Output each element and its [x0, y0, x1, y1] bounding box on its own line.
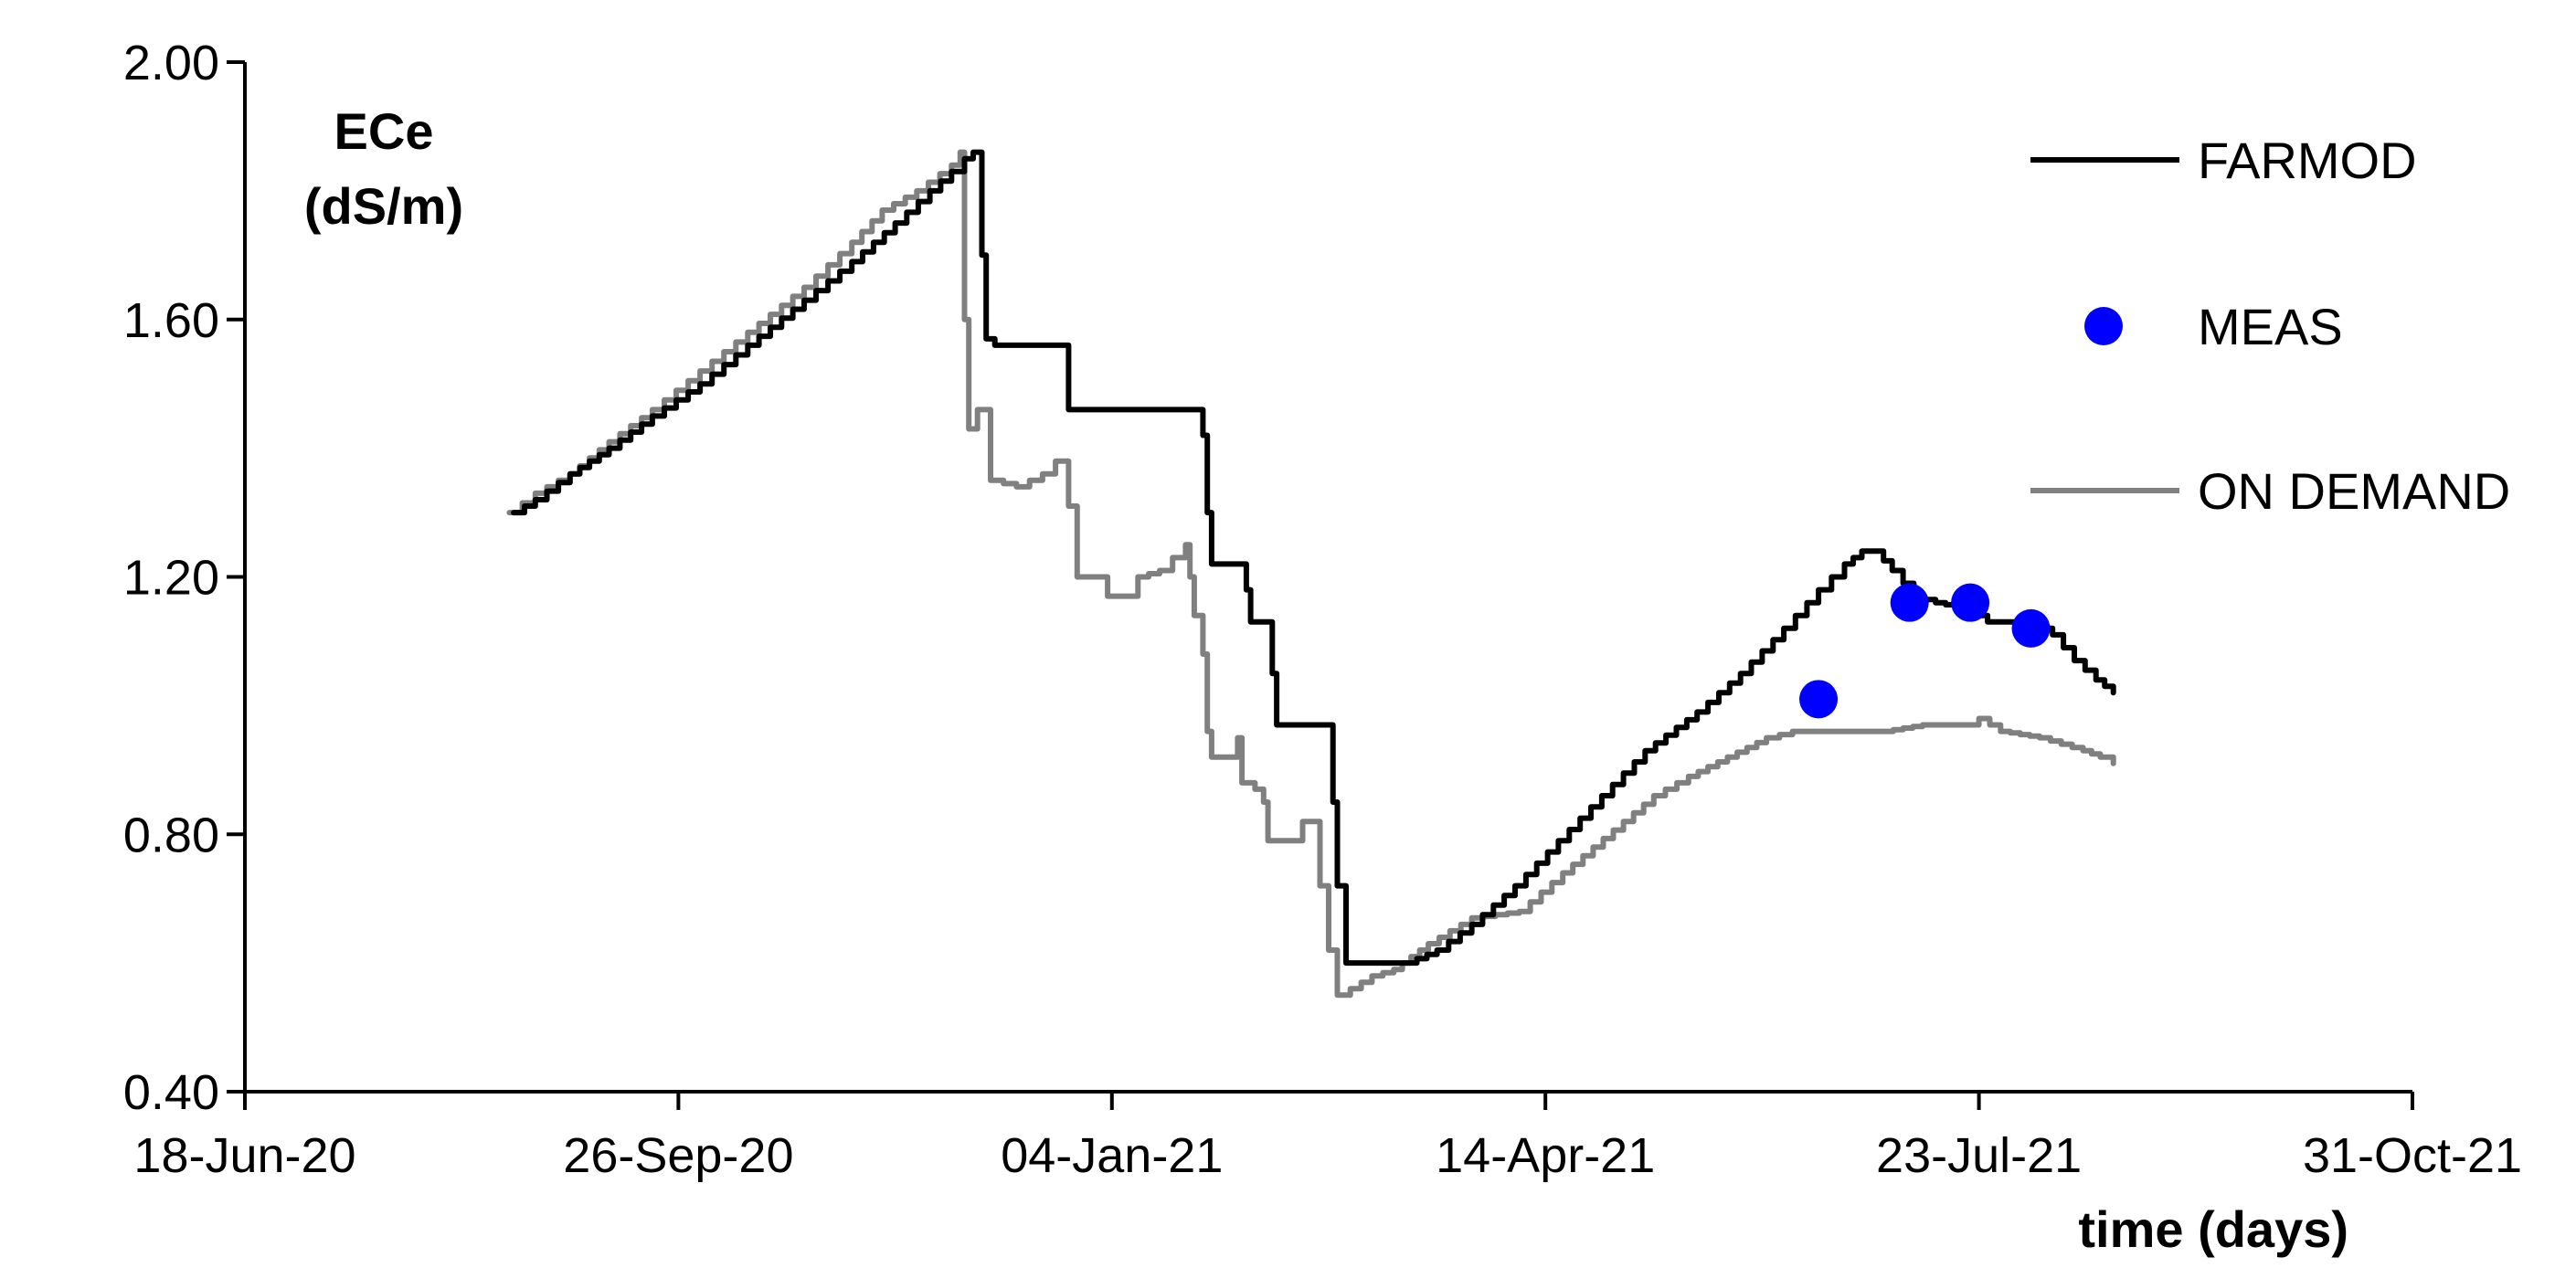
y-axis-title-line2: (dS/m): [304, 177, 463, 235]
series-line-on-demand: [506, 149, 2116, 999]
plot-series: [506, 149, 2116, 999]
legend-item-farmod: FARMOD: [2030, 132, 2417, 189]
legend-label-meas: MEAS: [2198, 298, 2343, 355]
x-ticks: 18-Jun-20 26-Sep-20 04-Jan-21 14-Apr-21 23-J…: [133, 1092, 2522, 1183]
y-tick-label: 1.60: [123, 293, 219, 348]
y-tick-label: 0.40: [123, 1065, 219, 1120]
legend-label-on-demand: ON DEMAND: [2198, 462, 2510, 520]
y-tick-label: 0.80: [123, 808, 219, 862]
legend-item-meas: MEAS: [2084, 298, 2343, 355]
x-tick-label: 23-Jul-21: [1876, 1128, 2082, 1183]
x-tick-label: 26-Sep-20: [563, 1128, 793, 1183]
x-tick-label: 31-Oct-21: [2303, 1128, 2522, 1183]
legend-label-farmod: FARMOD: [2198, 132, 2417, 189]
x-axis-title: time (days): [2078, 1200, 2348, 1258]
legend-swatch-meas: [2084, 307, 2123, 345]
data-point-meas: [1890, 583, 1929, 622]
y-tick-label: 2.00: [123, 36, 219, 90]
series-line-farmod: [511, 149, 2116, 967]
data-point-meas: [2011, 608, 2051, 648]
data-point-meas: [1951, 583, 1990, 622]
y-ticks: 0.40 0.80 1.20 1.60 2.00: [123, 36, 245, 1120]
legend: FARMOD MEAS ON DEMAND: [2030, 132, 2510, 520]
x-tick-label: 14-Apr-21: [1436, 1128, 1655, 1183]
legend-item-on-demand: ON DEMAND: [2030, 462, 2510, 520]
y-tick-label: 1.20: [123, 551, 219, 606]
x-tick-label: 04-Jan-21: [1001, 1128, 1223, 1183]
data-point-meas: [1799, 680, 1839, 719]
y-axis-title-line1: ECe: [334, 102, 434, 160]
x-tick-label: 18-Jun-20: [133, 1128, 355, 1183]
